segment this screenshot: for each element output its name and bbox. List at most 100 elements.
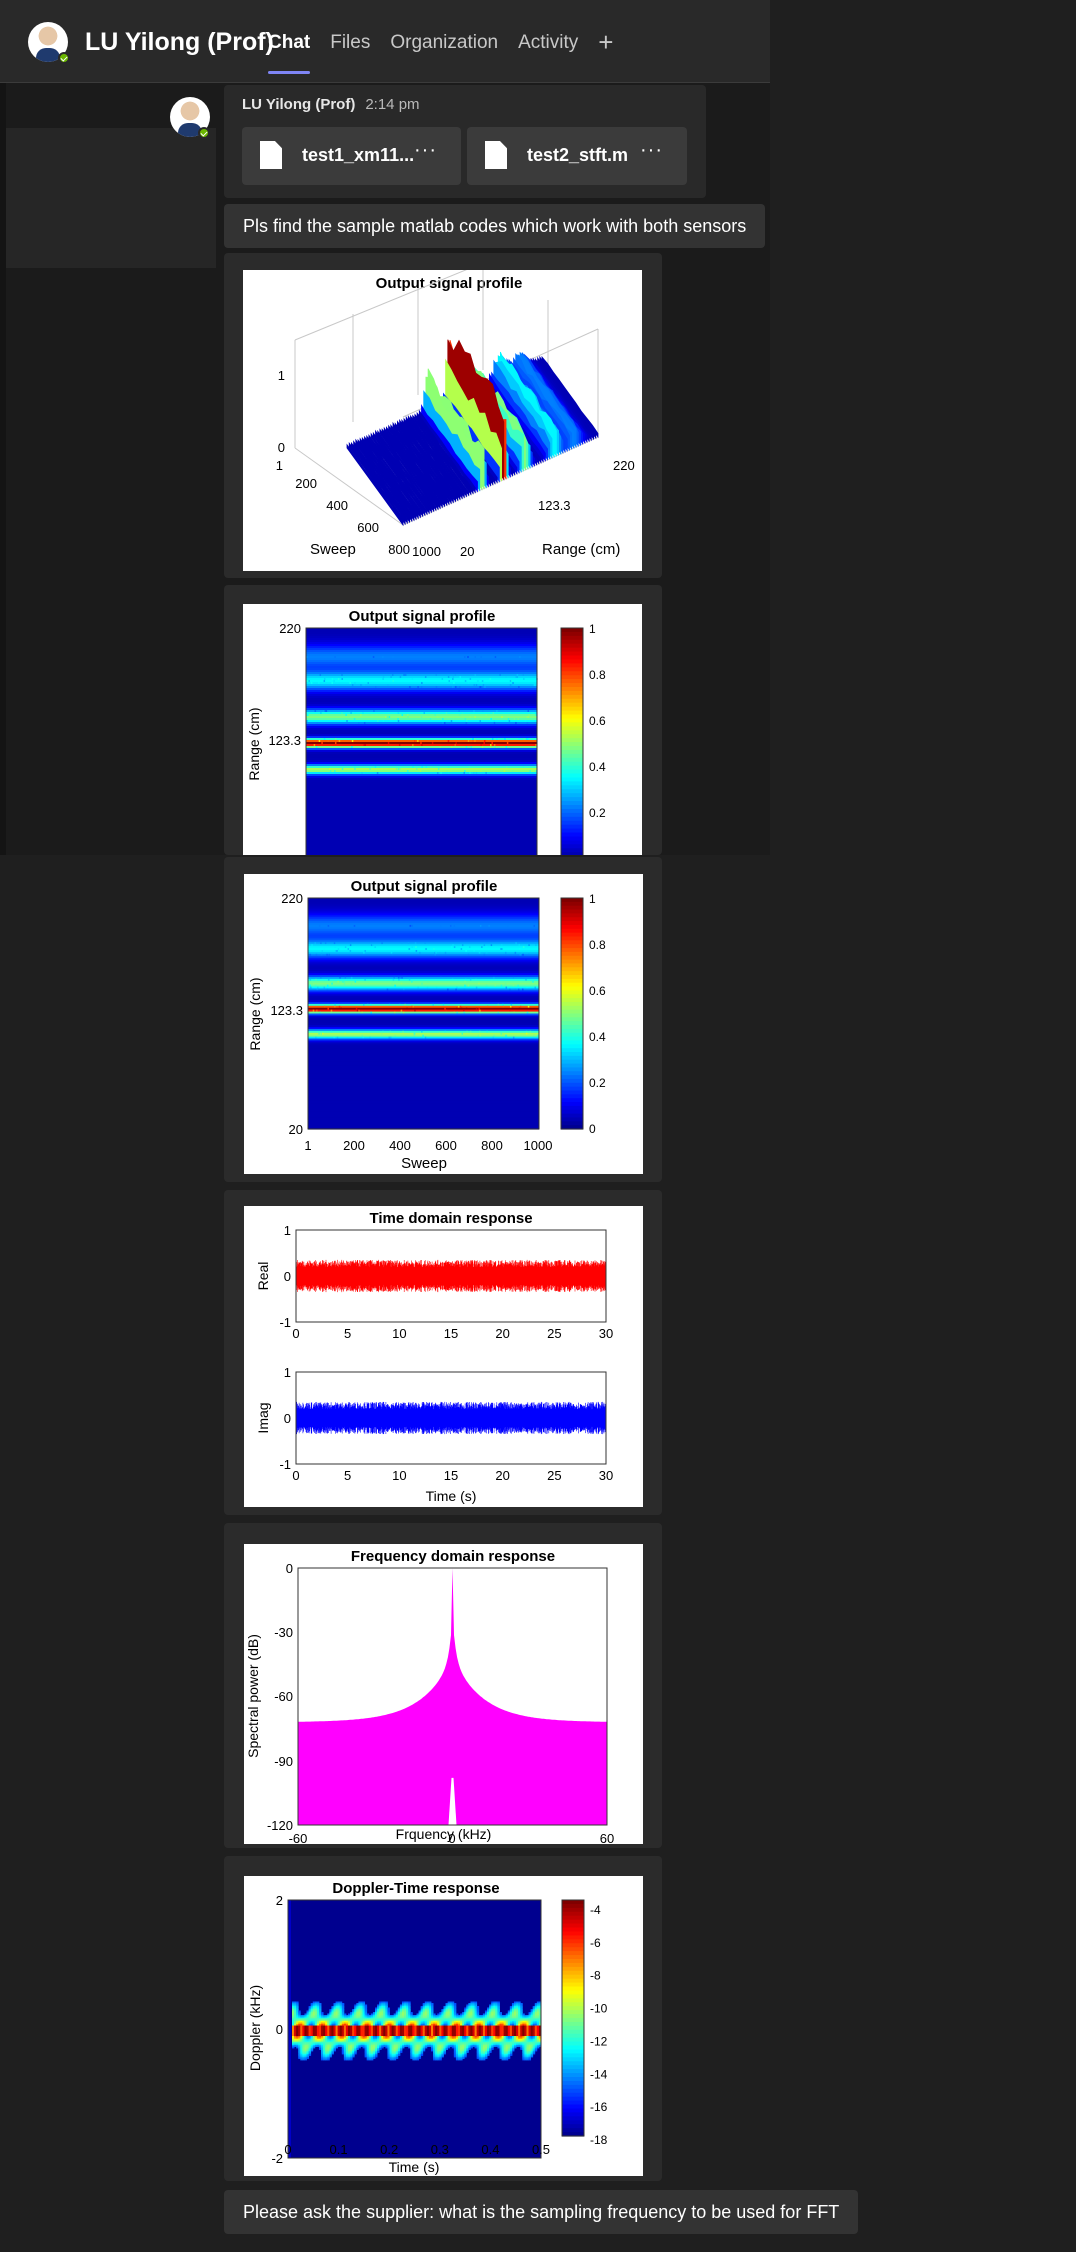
- colorbar-tick: -16: [590, 2100, 608, 2114]
- heatmap-cell: [416, 2037, 419, 2040]
- heatmap-row: [308, 1098, 539, 1101]
- heatmap-cell: [509, 2031, 513, 2034]
- heatmap-cell: [399, 2019, 403, 2022]
- more-options-icon[interactable]: ···: [414, 139, 437, 161]
- heatmap-speckle: [509, 1005, 512, 1008]
- heatmap-cell: [362, 2037, 366, 2040]
- heatmap-cell: [470, 2031, 473, 2034]
- heatmap-cell: [333, 2019, 336, 2022]
- heatmap-cell: [306, 2051, 309, 2053]
- heatmap-cell: [505, 2057, 509, 2059]
- heatmap-cell: [356, 2039, 359, 2041]
- heatmap-cell: [401, 2043, 405, 2046]
- heatmap-cell: [410, 2042, 413, 2044]
- heatmap-cell: [294, 2010, 297, 2013]
- heatmap-speckle: [319, 1011, 321, 1014]
- heatmap-cell: [375, 2027, 378, 2029]
- heatmap-cell: [391, 2037, 395, 2040]
- heatmap-cell: [304, 2058, 307, 2061]
- heatmap-cell: [516, 2033, 519, 2035]
- file-attachment[interactable]: test2_stft.m ···: [467, 127, 687, 185]
- heatmap-cell: [468, 2043, 471, 2046]
- colorbar-tick: -18: [590, 2133, 608, 2147]
- heatmap-cell: [321, 2043, 324, 2046]
- more-options-icon[interactable]: ···: [640, 139, 663, 161]
- heatmap-cell: [422, 2013, 426, 2016]
- surface-strip: [377, 429, 435, 513]
- heatmap-cell: [522, 2051, 525, 2053]
- heatmap-cell: [516, 2003, 519, 2005]
- heatmap-cell: [420, 2034, 424, 2037]
- heatmap-cell: [431, 2033, 434, 2035]
- tab-organization[interactable]: Organization: [390, 32, 499, 53]
- heatmap-cell: [516, 2043, 519, 2046]
- heatmap-cell: [480, 2043, 484, 2046]
- tab-files[interactable]: Files: [330, 32, 371, 53]
- heatmap-cell: [401, 2019, 405, 2022]
- heatmap-row: [306, 706, 537, 709]
- heatmap-cell: [368, 2025, 372, 2028]
- heatmap-cell: [474, 2036, 478, 2038]
- heatmap-cell: [308, 2024, 312, 2026]
- heatmap-cell: [356, 2040, 359, 2043]
- heatmap-cell: [476, 2048, 480, 2050]
- heatmap-cell: [501, 2046, 505, 2049]
- heatmap-cell: [458, 2025, 461, 2028]
- heatmap-cell: [316, 2013, 320, 2016]
- heatmap-cell: [476, 2030, 480, 2032]
- heatmap-cell: [462, 2019, 465, 2022]
- heatmap-cell: [341, 2028, 345, 2031]
- heatmap-cell: [360, 2012, 363, 2014]
- heatmap-cell: [466, 2022, 469, 2025]
- heatmap-cell: [385, 2019, 388, 2022]
- heatmap-cell: [335, 2007, 339, 2010]
- heatmap-cell: [538, 2007, 542, 2010]
- heatmap-cell: [345, 2034, 349, 2037]
- heatmap-cell: [514, 2040, 517, 2043]
- heatmap-cell: [399, 2006, 403, 2008]
- file-attachment[interactable]: test1_xm11... ···: [242, 127, 461, 185]
- heatmap-speckle: [478, 951, 481, 954]
- heatmap-cell: [323, 2058, 326, 2061]
- heatmap-cell: [499, 2016, 502, 2019]
- heatmap-cell: [470, 2001, 473, 2004]
- heatmap-cell: [323, 2031, 326, 2034]
- heatmap-cell: [341, 2012, 345, 2014]
- heatmap-cell: [439, 2057, 442, 2059]
- heatmap-row: [306, 838, 537, 841]
- heatmap-cell: [511, 2042, 515, 2044]
- tab-chat[interactable]: Chat: [268, 32, 311, 74]
- heatmap-cell: [441, 2021, 444, 2023]
- heatmap-cell: [451, 2037, 455, 2040]
- heatmap-speckle: [425, 948, 427, 950]
- heatmap-speckle: [323, 678, 326, 680]
- heatmap-cell: [337, 2031, 341, 2034]
- plus-icon[interactable]: +: [598, 27, 614, 57]
- heatmap-cell: [445, 2012, 449, 2014]
- heatmap-row: [308, 1127, 539, 1130]
- chart-title: Output signal profile: [376, 275, 523, 292]
- heatmap-speckle: [309, 978, 312, 981]
- heatmap-cell: [526, 2049, 529, 2052]
- heatmap-cell: [323, 2021, 326, 2023]
- heatmap-cell: [458, 2052, 461, 2055]
- heatmap-cell: [514, 2027, 517, 2029]
- heatmap-cell: [362, 2010, 366, 2013]
- heatmap-cell: [391, 2033, 395, 2035]
- heatmap-cell: [453, 2055, 457, 2058]
- tab-activity[interactable]: Activity: [518, 32, 579, 53]
- heatmap-cell: [333, 2046, 336, 2049]
- heatmap-cell: [516, 2016, 519, 2019]
- heatmap-cell: [408, 2043, 411, 2046]
- heatmap-cell: [327, 2034, 330, 2037]
- heatmap-cell: [327, 2033, 330, 2035]
- heatmap-cell: [431, 2013, 434, 2016]
- heatmap-cell: [428, 2028, 432, 2031]
- heatmap-cell: [385, 2009, 388, 2011]
- surface-strip: [392, 421, 450, 506]
- heatmap-cell: [397, 2034, 401, 2037]
- heatmap-cell: [387, 2051, 390, 2053]
- heatmap-cell: [420, 2028, 424, 2031]
- heatmap-cell: [397, 2043, 401, 2046]
- heatmap-cell: [503, 2037, 507, 2040]
